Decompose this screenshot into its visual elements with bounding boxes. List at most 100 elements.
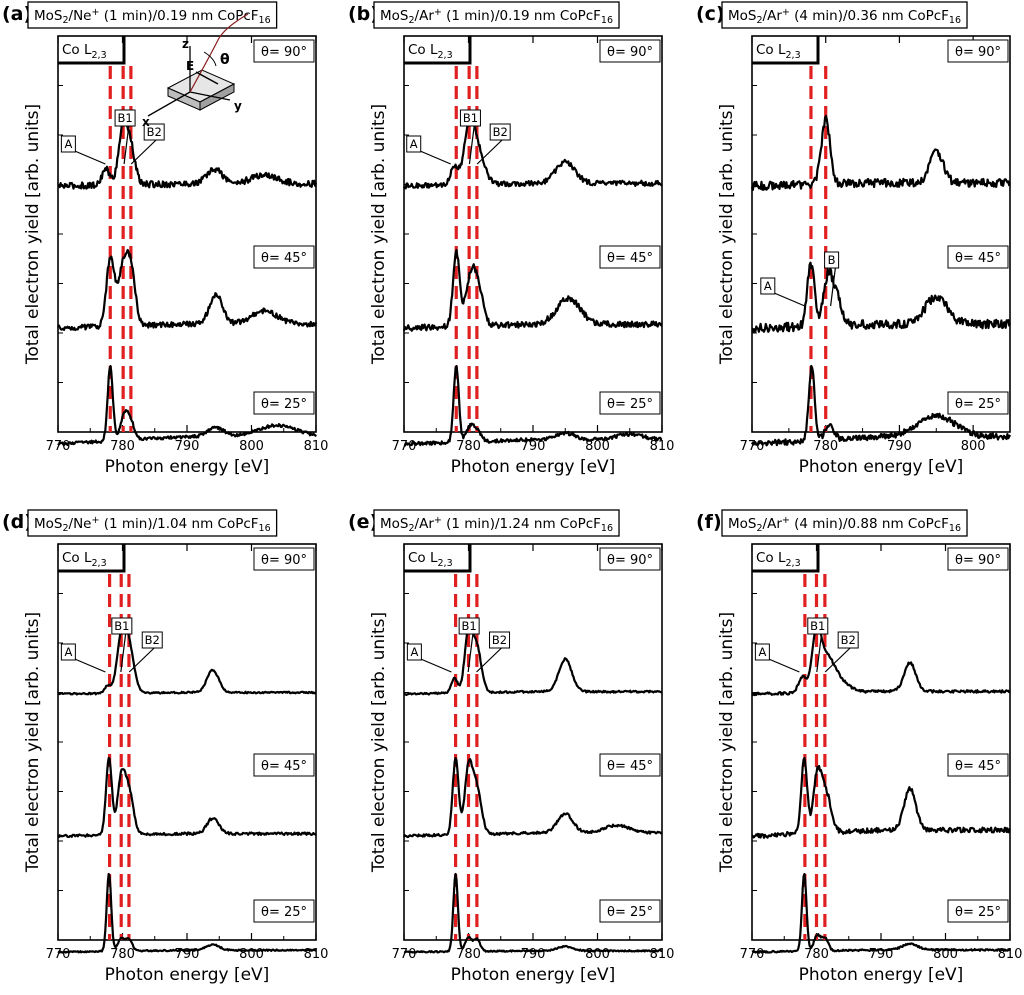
y-axis-label: Total electron yield [arb. units] (369, 612, 389, 873)
peak-label: B1 (462, 619, 477, 633)
panel-c: (c) MoS2/Ar+ (4 min)/0.36 nm CoPcF16 Co L2… (696, 1, 1012, 477)
angle-label: θ= 90° (955, 553, 1001, 568)
panel-a: (a) MoS2/Ne+ (1 min)/0.19 nm CoPcF16 Co L2… (2, 1, 329, 477)
panel-title: MoS2/Ne+ (1 min)/1.04 nm CoPcF16 (34, 515, 271, 534)
y-axis-label: Total electron yield [arb. units] (23, 104, 43, 365)
x-tick-label: 800 (961, 439, 986, 454)
peak-label-box (141, 631, 163, 649)
peak-label: B1 (463, 111, 478, 125)
angle-label: θ= 90° (261, 45, 307, 60)
e-vector-arrow (195, 71, 219, 85)
edge-label: Co L2,3 (408, 550, 453, 569)
angle-label-box (253, 753, 315, 777)
panel-e: (e) MoS2/Ar+ (1 min)/1.24 nm CoPcF16 Co L2… (348, 509, 675, 985)
edge-label: Co L2,3 (62, 42, 107, 61)
angle-label-box (599, 391, 661, 415)
edge-label-box (404, 544, 472, 573)
x-axis-label: Photon energy [eV] (451, 457, 616, 477)
panel-b: (b) MoS2/Ar+ (1 min)/0.19 nm CoPcF16 Co L2… (348, 1, 674, 477)
peak-leader (123, 123, 130, 165)
angle-label: θ= 45° (261, 251, 307, 266)
x-tick-label: 780 (110, 947, 135, 962)
spectrum-line (750, 114, 1011, 191)
angle-label-box (599, 899, 661, 923)
plot-frame (403, 543, 663, 941)
beam-wave (189, 13, 249, 93)
peak-label: B1 (117, 111, 132, 125)
peak-leader (418, 657, 452, 673)
angle-label: θ= 90° (261, 553, 307, 568)
spectrum-line (57, 756, 317, 839)
angle-label: θ= 90° (607, 45, 653, 60)
x-tick-label: 790 (175, 439, 200, 454)
angle-label-box (253, 547, 315, 571)
panel-title-box (721, 1, 968, 29)
angle-label-box (947, 899, 1009, 923)
angle-label: θ= 25° (955, 905, 1001, 920)
y-axis-label: Total electron yield [arb. units] (717, 104, 737, 365)
panel-d: (d) MoS2/Ne+ (1 min)/1.04 nm CoPcF16 Co L2… (2, 509, 328, 985)
peak-label-box (60, 643, 76, 661)
x-axis-label: Photon energy [eV] (799, 965, 964, 985)
y-axis-label: Total electron yield [arb. units] (369, 104, 389, 365)
x-axis-label: Photon energy [eV] (799, 457, 964, 477)
peak-label-box (406, 135, 422, 153)
peak-label-box (459, 109, 481, 127)
x-tick-label: 800 (585, 947, 610, 962)
peak-label-box (807, 617, 829, 635)
x-tick-label: 810 (304, 439, 329, 454)
spectrum-line (403, 622, 663, 696)
spectrum-line (57, 114, 318, 190)
angle-label: θ= 90° (607, 553, 653, 568)
edge-label: Co L2,3 (756, 42, 801, 61)
peak-label: A (64, 645, 72, 659)
spectrum-line (403, 364, 663, 447)
peak-label-box (60, 135, 76, 153)
edge-label: Co L2,3 (756, 550, 801, 569)
plot-frame (751, 543, 1011, 941)
geometry-inset: zE θ y x (142, 13, 249, 129)
angle-label-box (253, 39, 315, 63)
angle-label: θ= 45° (955, 759, 1001, 774)
angle-label-box (599, 753, 661, 777)
y-axis-label: Total electron yield [arb. units] (23, 612, 43, 873)
peak-label: B2 (493, 125, 508, 139)
angle-label-box (947, 39, 1009, 63)
angle-label: θ= 25° (607, 905, 653, 920)
peak-label: A (410, 645, 418, 659)
spectrum-line (57, 364, 317, 447)
inset-label: z (182, 37, 189, 51)
angle-label-box (947, 245, 1009, 269)
peak-leader (417, 149, 451, 165)
inset-label: θ (220, 52, 230, 68)
panel-letter: (b) (348, 3, 379, 25)
x-tick-label: 780 (110, 439, 135, 454)
angle-label-box (947, 547, 1009, 571)
panel-title-box (27, 1, 278, 29)
peak-leader (72, 149, 106, 165)
angle-label-box (253, 245, 315, 269)
x-tick-label: 810 (650, 947, 675, 962)
spectrum-line (751, 622, 1011, 697)
x-tick-label: 770 (740, 947, 765, 962)
panel-title-box (27, 509, 278, 537)
peak-label: B2 (145, 633, 160, 647)
inset-label: y (234, 99, 242, 113)
peak-label: A (64, 137, 72, 151)
angle-label-box (253, 899, 315, 923)
panel-f: (f) MoS2/Ar+ (4 min)/0.88 nm CoPcF16 Co L2… (696, 509, 1022, 985)
spectrum-line (751, 261, 1012, 333)
peak-label: B1 (810, 619, 825, 633)
peak-leader (130, 137, 159, 165)
spectrum-line (751, 364, 1011, 447)
panel-letter: (c) (696, 3, 725, 25)
panel-title-box (373, 1, 620, 29)
edge-label-box (58, 36, 126, 65)
spectrum-line (57, 248, 318, 332)
peak-label: A (410, 137, 418, 151)
x-tick-label: 770 (392, 947, 417, 962)
peak-label: B2 (492, 633, 507, 647)
angle-label: θ= 45° (607, 759, 653, 774)
x-tick-label: 780 (456, 439, 481, 454)
